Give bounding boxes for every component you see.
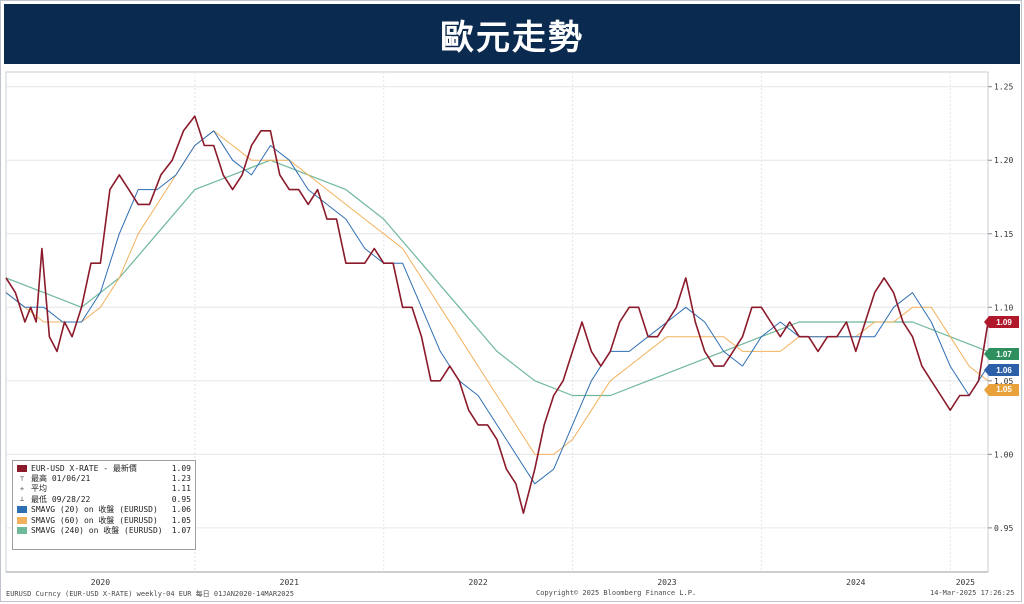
last-value-badge: 1.09 [984, 316, 1019, 328]
x-tick-label: 2023 [657, 578, 676, 587]
legend-value: 1.11 [171, 484, 191, 494]
legend-value: 0.95 [171, 494, 191, 504]
high-marker-icon: ⊤ [19, 474, 25, 483]
series-line-0 [5, 115, 989, 515]
legend-label: 最高 01/06/21 [31, 474, 91, 484]
x-tick-label: 2021 [280, 578, 299, 587]
y-tick-label: 1.10 [994, 303, 1013, 312]
legend-swatch [17, 464, 27, 472]
legend-label: 最低 09/28/22 [31, 494, 91, 504]
legend-label: SMAVG (20) on 收盤 (EURUSD) [31, 505, 158, 515]
legend-value: 1.05 [171, 515, 191, 525]
banner-title: 歐元走勢 [440, 17, 584, 58]
legend-swatch [17, 527, 27, 535]
x-tick-label: 2024 [846, 578, 865, 587]
legend-label: SMAVG (240) on 收盤 (EURUSD) [31, 526, 163, 536]
y-tick-label: 1.25 [994, 83, 1013, 92]
y-tick-label: 1.05 [994, 377, 1013, 386]
legend-row: SMAVG (20) on 收盤 (EURUSD) 1.06 [17, 505, 191, 515]
legend-value: 1.23 [171, 474, 191, 484]
legend-value: 1.09 [171, 463, 191, 473]
y-tick-label: 0.95 [994, 524, 1013, 533]
legend-value: 1.07 [171, 526, 191, 536]
y-tick-label: 1.15 [994, 230, 1013, 239]
title-banner: 歐元走勢 [4, 4, 1020, 64]
footer-copyright: Copyright© 2025 Bloomberg Finance L.P. [536, 589, 697, 597]
low-marker-icon: ⊥ [19, 495, 25, 504]
footer-timestamp: 14-Mar-2025 17:26:25 [930, 589, 1015, 597]
legend-row: + 平均 1.11 [17, 484, 191, 494]
series-line-2 [5, 130, 989, 455]
legend-label: 平均 [31, 484, 47, 494]
last-value-badge: 1.06 [984, 364, 1019, 377]
y-tick-label: 1.00 [994, 450, 1013, 459]
legend-row: ⊤ 最高 01/06/21 1.23 [17, 473, 191, 483]
x-tick-label: 2022 [468, 578, 487, 587]
legend-row: EUR-USD X-RATE - 最新價 1.09 [17, 463, 191, 473]
last-value-badge: 1.07 [984, 348, 1019, 361]
legend-row: SMAVG (240) on 收盤 (EURUSD) 1.07 [17, 525, 191, 535]
legend-label: EUR-USD X-RATE - 最新價 [31, 463, 137, 473]
chart-legend: EUR-USD X-RATE - 最新價 1.09 ⊤ 最高 01/06/21 1.23… [12, 460, 196, 550]
x-tick-label: 2025 [956, 578, 975, 587]
series-line-3 [5, 159, 989, 397]
last-value-badge: 1.05 [984, 383, 1019, 396]
legend-label: SMAVG (60) on 收盤 (EURUSD) [31, 515, 158, 525]
average-marker-icon: + [19, 484, 25, 493]
series-line-1 [5, 130, 989, 485]
legend-value: 1.06 [171, 505, 191, 515]
x-tick-label: 2020 [91, 578, 110, 587]
legend-swatch [17, 506, 27, 514]
legend-row: ⊥ 最低 09/28/22 0.95 [17, 494, 191, 504]
legend-swatch [17, 516, 27, 524]
legend-row: SMAVG (60) on 收盤 (EURUSD) 1.05 [17, 515, 191, 525]
y-tick-label: 1.20 [994, 156, 1013, 165]
footer-source: EURUSD Curncy (EUR-USD X-RATE) weekly-04… [6, 590, 294, 598]
